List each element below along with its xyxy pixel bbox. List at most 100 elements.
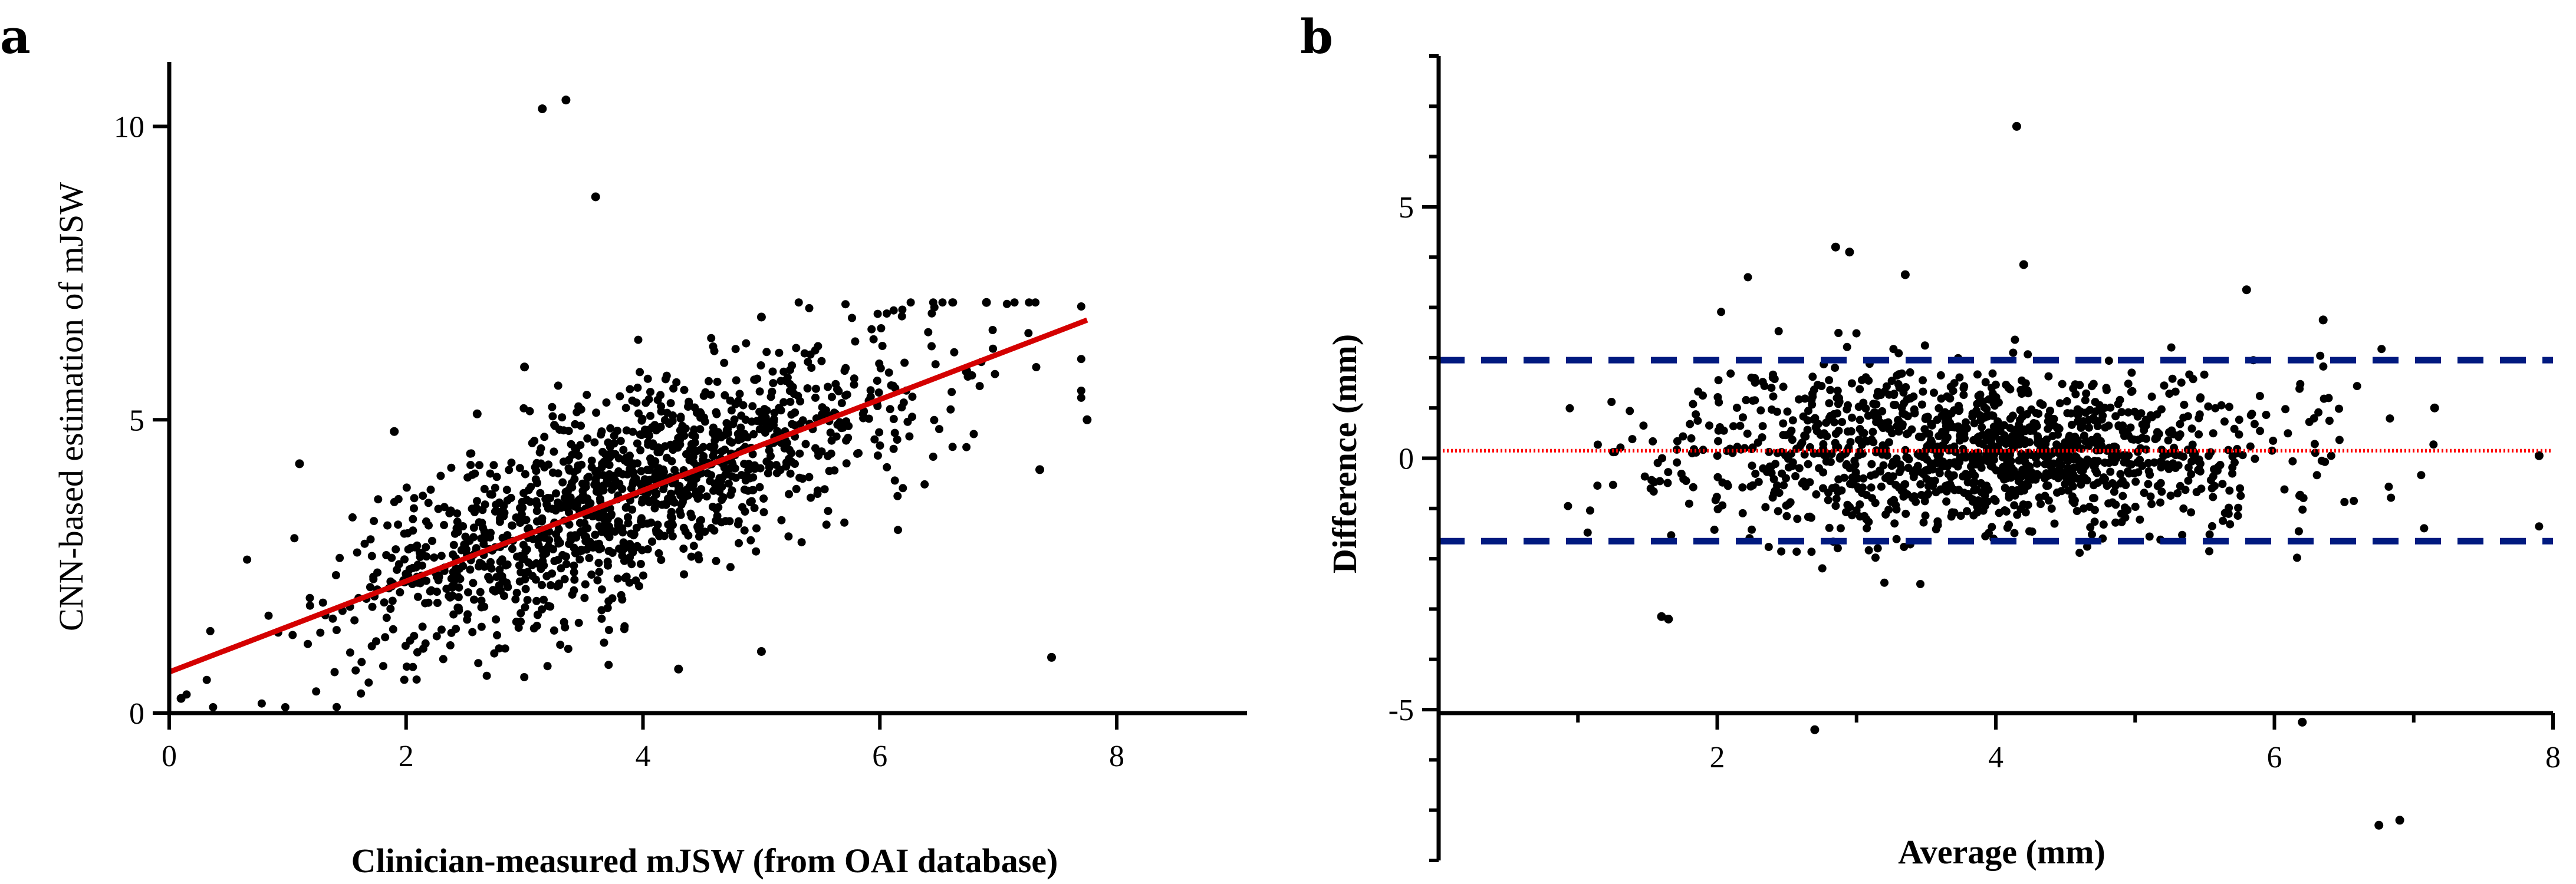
- panel-a-point: [328, 614, 337, 623]
- panel-b-point: [1909, 469, 1917, 477]
- panel-a-point: [740, 460, 749, 469]
- panel-b-point: [2075, 549, 2084, 558]
- panel-a-point: [445, 509, 454, 517]
- panel-a-point: [202, 675, 211, 684]
- panel-b-point: [2147, 392, 2156, 401]
- panel-a-point: [475, 461, 483, 470]
- panel-a-point: [575, 555, 584, 564]
- panel-b-point: [1887, 377, 1896, 385]
- panel-b-point: [1963, 490, 1972, 498]
- panel-a-point: [409, 662, 417, 671]
- panel-b-point: [1929, 481, 1937, 490]
- panel-a-point: [402, 662, 411, 671]
- panel-a-point: [583, 494, 591, 503]
- panel-a-point: [449, 568, 458, 576]
- panel-a-point: [889, 415, 898, 423]
- panel-b-point: [1968, 497, 1977, 506]
- panel-b-point: [2167, 343, 2176, 352]
- panel-a-point: [581, 580, 590, 589]
- panel-b-point: [1890, 519, 1899, 528]
- panel-a-point: [578, 487, 587, 495]
- panel-b-point: [1741, 444, 1749, 453]
- panel-b-point: [2052, 440, 2061, 449]
- panel-b-point: [1784, 500, 1793, 509]
- panel-a-point: [587, 570, 596, 579]
- panel-a-outlier-point: [1047, 652, 1056, 662]
- panel-a-point: [446, 641, 455, 649]
- panel-a-point: [535, 448, 544, 457]
- panel-b-point: [2021, 440, 2029, 448]
- panel-b-point: [2117, 517, 2126, 526]
- panel-b-point: [2160, 381, 2169, 390]
- panel-b-point: [1894, 380, 1903, 388]
- panel-b-point: [1593, 481, 1602, 490]
- panel-b-point: [2377, 345, 2386, 354]
- panel-b-point: [1782, 512, 1791, 520]
- panel-b-point: [2192, 488, 2201, 496]
- panel-a-point: [409, 526, 417, 535]
- panel-a-point: [525, 407, 534, 415]
- panel-b-point: [1864, 411, 1873, 420]
- panel-a-point: [521, 585, 530, 593]
- panel-b-point: [2386, 414, 2394, 423]
- panel-b-point: [1860, 512, 1868, 520]
- panel-a-point: [930, 415, 939, 424]
- panel-a-point: [634, 335, 643, 344]
- panel-a-point: [410, 504, 418, 513]
- panel-a-fit-line: [168, 317, 1088, 675]
- panel-b-point: [1848, 480, 1857, 489]
- panel-b-point: [2054, 470, 2062, 479]
- panel-a-point: [975, 382, 984, 391]
- panel-b-point: [2003, 523, 2012, 532]
- panel-b-point: [1738, 509, 1747, 517]
- panel-b-point: [1805, 443, 1814, 451]
- panel-a-point: [570, 561, 578, 570]
- panel-b-point: [2034, 438, 2042, 447]
- panel-b-y-tick-label: 0: [1399, 443, 1414, 476]
- panel-a-point: [550, 447, 558, 456]
- panel-b-point: [2224, 509, 2233, 518]
- panel-b-point: [1842, 508, 1850, 516]
- panel-a-point: [876, 441, 884, 450]
- panel-a-point: [472, 544, 481, 553]
- panel-a-point: [783, 373, 792, 382]
- panel-b-point: [1992, 466, 2001, 475]
- panel-a-point: [873, 377, 881, 385]
- panel-b-point: [2071, 452, 2080, 461]
- panel-a-point: [751, 375, 759, 384]
- panel-b-point: [1836, 453, 1845, 461]
- panel-b-point: [1565, 404, 1574, 413]
- panel-a-point: [674, 483, 683, 492]
- panel-b-point: [1897, 487, 1906, 496]
- panel-b-point: [2061, 472, 2070, 481]
- panel-a-point: [625, 578, 634, 587]
- panel-a-point: [739, 401, 748, 410]
- panel-a-point: [710, 480, 719, 489]
- panel-a-point: [564, 645, 573, 653]
- panel-b-point: [2075, 457, 2084, 466]
- panel-a-point: [803, 384, 812, 392]
- panel-b-point: [2091, 407, 2100, 416]
- panel-b-point: [1959, 472, 1968, 481]
- panel-a-point: [931, 360, 940, 369]
- panel-b-point: [2001, 484, 2009, 492]
- panel-b-point: [2075, 381, 2084, 390]
- panel-b-point: [2013, 486, 2022, 494]
- panel-b-point: [1673, 458, 1682, 467]
- panel-b-point: [2064, 434, 2073, 443]
- panel-a-point: [822, 520, 831, 529]
- panel-a-point: [791, 460, 799, 469]
- panel-b-point: [2225, 503, 2233, 512]
- panel-b-point: [1989, 456, 1998, 464]
- panel-a-point: [695, 532, 703, 541]
- panel-b-point: [1626, 407, 1634, 415]
- panel-b-point: [1995, 509, 2003, 517]
- panel-b-point: [2207, 522, 2216, 530]
- panel-b-point: [2133, 412, 2142, 421]
- panel-b-point: [2124, 408, 2133, 417]
- panel-a-point: [858, 410, 867, 418]
- panel-a-point: [870, 435, 879, 444]
- panel-a-point: [583, 434, 592, 443]
- panel-a-point: [729, 420, 738, 428]
- panel-a-point: [883, 309, 891, 318]
